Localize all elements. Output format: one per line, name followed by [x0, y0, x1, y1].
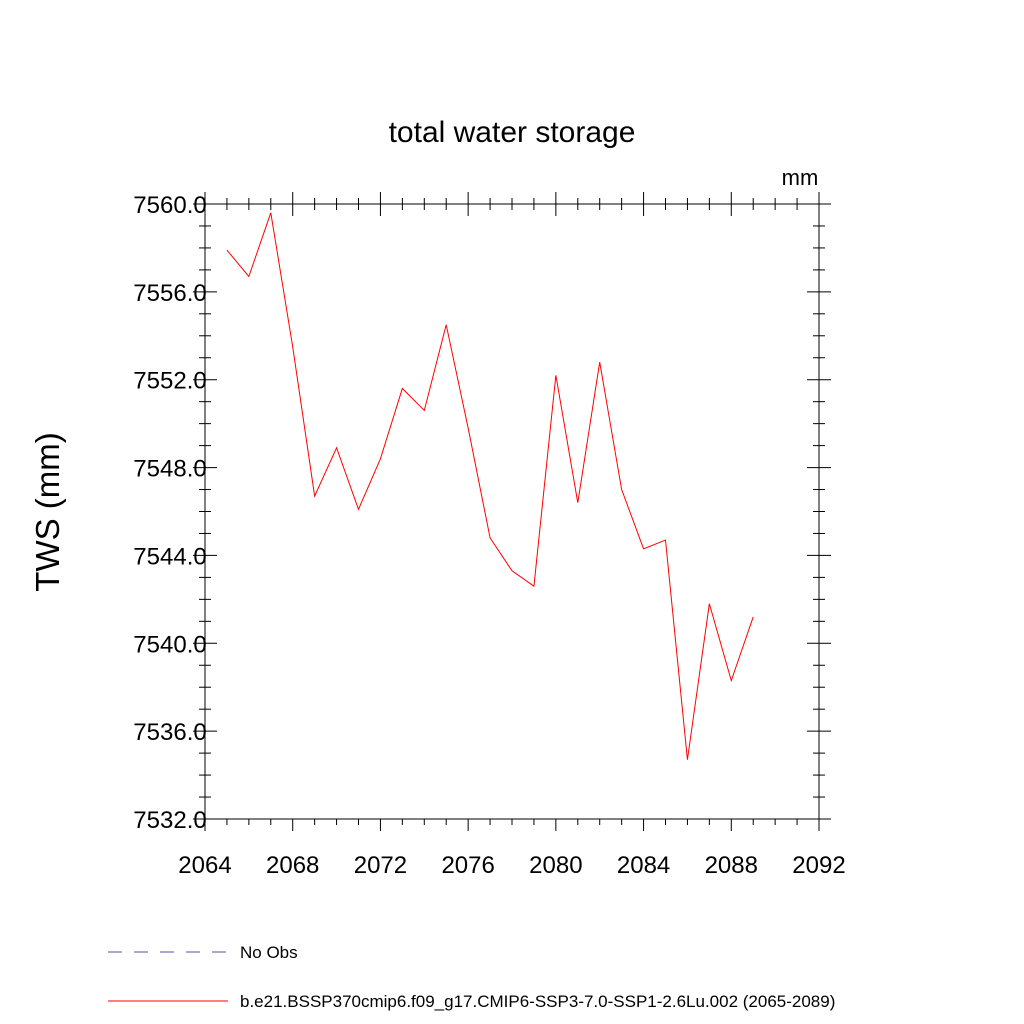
y-tick-label: 7540.0 — [133, 631, 206, 658]
y-tick-label: 7536.0 — [133, 719, 206, 746]
x-tick-label: 2080 — [529, 852, 582, 879]
x-tick-label: 2064 — [178, 852, 231, 879]
y-tick-label: 7560.0 — [133, 192, 206, 219]
legend-label-model-run: b.e21.BSSP370cmip6.f09_g17.CMIP6-SSP3-7.… — [240, 992, 835, 1011]
y-axis-label: TWS (mm) — [29, 432, 66, 591]
x-tick-label: 2072 — [354, 852, 407, 879]
axis-tick-labels: 7532.0 7536.0 7540.0 7544.0 7548.0 7552.0 7556… — [133, 192, 845, 879]
y-tick-label: 7532.0 — [133, 807, 206, 834]
legend: No Obs b.e21.BSSP370cmip6.f09_g17.CMIP6-… — [108, 943, 835, 1011]
x-tick-label: 2068 — [266, 852, 319, 879]
x-tick-label: 2088 — [705, 852, 758, 879]
series-lines — [226, 212, 754, 760]
x-tick-label: 2084 — [617, 852, 670, 879]
y-tick-label: 7556.0 — [133, 280, 206, 307]
units-label: mm — [782, 165, 819, 190]
y-tick-label: 7548.0 — [133, 456, 206, 483]
plot-frame — [204, 203, 820, 820]
y-tick-label: 7544.0 — [133, 543, 206, 570]
x-tick-label: 2092 — [792, 852, 845, 879]
chart-title: total water storage — [389, 116, 636, 149]
axis-ticks — [193, 192, 831, 831]
y-tick-label: 7552.0 — [133, 368, 206, 395]
series-line — [226, 212, 754, 760]
legend-label-no-obs: No Obs — [240, 943, 298, 962]
x-tick-label: 2076 — [441, 852, 494, 879]
